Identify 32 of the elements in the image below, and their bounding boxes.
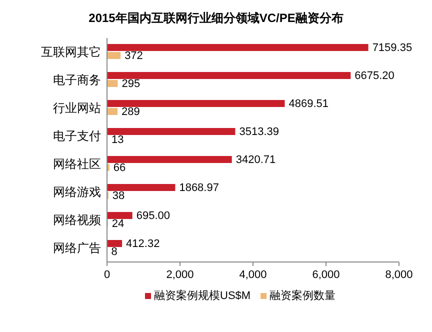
x-tick-label: 6,000	[312, 269, 340, 281]
y-tick-label: 行业网站	[53, 101, 101, 115]
y-tick-label: 电子商务	[53, 73, 101, 87]
y-tick-label: 电子支付	[53, 129, 101, 143]
data-label: 38	[112, 190, 125, 202]
data-label: 13	[111, 134, 124, 146]
data-label: 372	[124, 50, 143, 62]
data-label: 3420.71	[236, 154, 276, 166]
data-label: 289	[122, 106, 140, 118]
data-label: 6675.20	[354, 70, 394, 82]
x-tick-label: 8,000	[385, 269, 413, 281]
data-label: 8	[111, 246, 118, 258]
legend-label: 融资案例规模US$M	[154, 289, 251, 302]
legend-label: 融资案例数量	[270, 289, 336, 302]
x-tick-label: 4,000	[239, 269, 267, 281]
data-label: 1868.97	[179, 182, 219, 194]
data-label: 66	[113, 162, 126, 174]
x-tick-label: 0	[104, 269, 110, 281]
data-label: 295	[122, 78, 140, 90]
y-tick-label: 网络广告	[53, 241, 101, 255]
data-label: 7159.35	[372, 42, 412, 54]
data-label: 695.00	[136, 210, 170, 222]
data-label: 412.32	[126, 238, 160, 250]
data-label: 4869.51	[288, 98, 329, 110]
y-tick-label: 网络游戏	[53, 185, 101, 199]
y-tick-label: 网络视频	[53, 213, 101, 227]
y-tick-label: 网络社区	[53, 157, 101, 171]
data-label: 3513.39	[239, 126, 280, 138]
x-tick-label: 2,000	[166, 269, 194, 281]
chart-title: 2015年国内互联网行业细分领域VC/PE融资分布	[88, 11, 344, 25]
y-tick-label: 互联网其它	[41, 45, 101, 59]
data-label: 24	[112, 218, 124, 230]
